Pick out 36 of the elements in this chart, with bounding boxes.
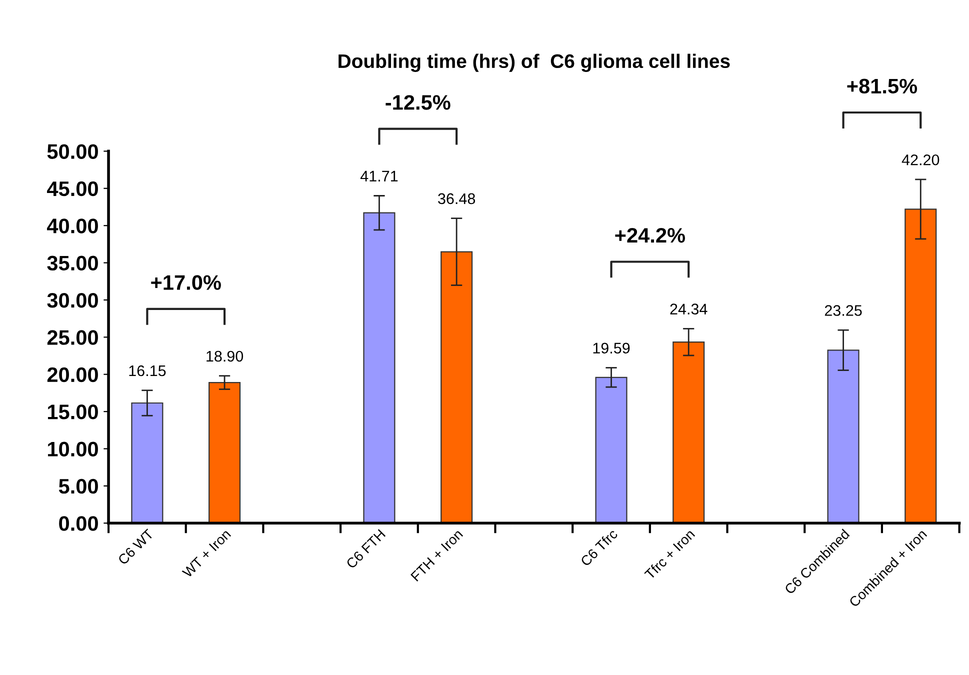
- bar: [672, 342, 705, 524]
- data-label: 36.48: [438, 193, 476, 204]
- data-label: 18.90: [206, 350, 244, 362]
- text: +81.5%: [847, 78, 918, 94]
- bar: [595, 376, 628, 524]
- y-tick-label: 40.00: [46, 218, 98, 234]
- y-tick-label: 50.00: [47, 144, 98, 159]
- bar: [904, 208, 937, 524]
- y-tick-label: 45.00: [46, 181, 98, 196]
- y-tick-label: 30.00: [47, 292, 98, 308]
- chart-title: Doubling time (hrs) of C6 glioma cell lines: [338, 54, 730, 72]
- data-label: 16.15: [129, 365, 166, 376]
- y-tick-label: 0.00: [59, 516, 98, 531]
- x-tick-label: C6 Tfrc: [580, 528, 618, 567]
- y-tick-label: 5.00: [58, 478, 98, 494]
- annotation: +24.2%: [615, 228, 686, 243]
- y-tick-label: 25.00: [47, 330, 98, 345]
- y-tick-label: 15.00: [48, 404, 98, 420]
- data-label: 19.59: [593, 342, 630, 354]
- x-tick-label: C6 WT: [117, 528, 154, 566]
- data-label: 42.20: [902, 154, 940, 166]
- data-label: 24.34: [670, 304, 708, 315]
- x-tick-label: Tfrc + Iron: [644, 528, 696, 580]
- annotation: +17.0%: [151, 275, 221, 290]
- bar: [363, 212, 396, 524]
- y-tick-label: 10.00: [48, 442, 98, 456]
- y-tick-label: 20.00: [47, 367, 98, 382]
- bar: [440, 251, 473, 524]
- text: -12.5%: [386, 95, 450, 110]
- x-tick-label: WT + Iron: [182, 528, 232, 578]
- bar: [208, 382, 241, 524]
- data-label: 23.25: [824, 305, 862, 316]
- data-label: 41.71: [360, 170, 398, 182]
- bar: [827, 350, 860, 524]
- bar: [131, 402, 164, 524]
- y-tick-label: 35.00: [47, 256, 98, 271]
